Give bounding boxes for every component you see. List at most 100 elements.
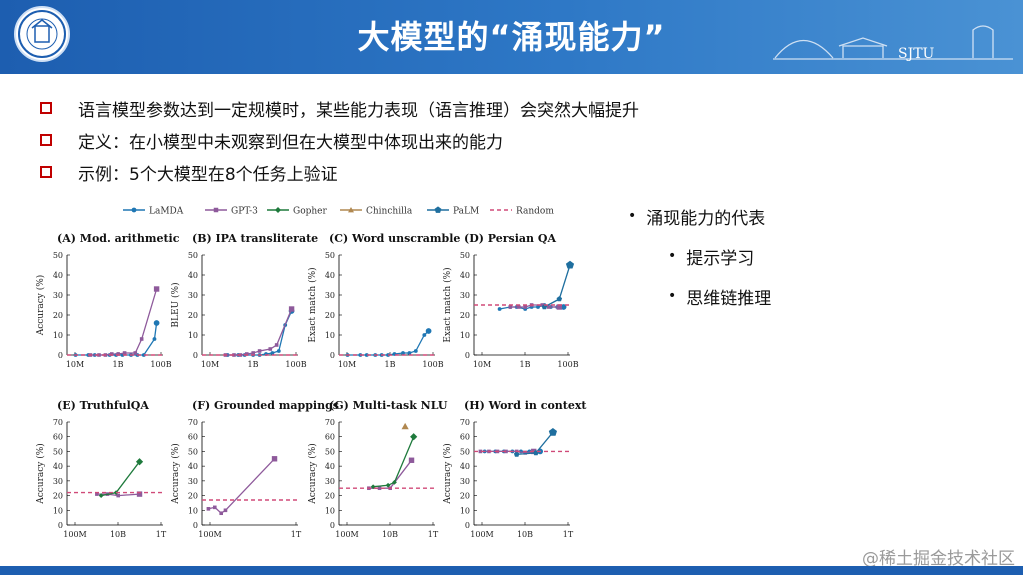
y-tick-label: 30 [460, 291, 470, 300]
data-point [407, 351, 412, 355]
chart-panel: (A) Mod. arithmetic 0 10 20 30 40 50 10M 1B 100B A… [35, 232, 180, 369]
x-tick-label: 1T [563, 530, 574, 539]
data-point [110, 352, 114, 356]
data-point [274, 343, 279, 347]
series-line [208, 458, 275, 515]
y-tick-label: 40 [460, 462, 470, 471]
data-point [223, 508, 228, 513]
series-line [96, 493, 140, 497]
data-point [133, 351, 138, 355]
x-tick-label: 1B [113, 360, 124, 369]
y-tick-label: 30 [188, 291, 198, 300]
data-point [523, 305, 527, 309]
bullet-item: 定义：在小模型中未观察到但在大模型中体现出来的能力 [40, 124, 639, 156]
y-tick-label: 20 [325, 492, 335, 501]
y-tick-label: 60 [460, 433, 470, 442]
legend-label: PaLM [453, 207, 479, 217]
legend-label: LaMDA [149, 207, 184, 217]
series-chinchilla [401, 422, 409, 430]
x-tick-label: 10M [66, 360, 84, 369]
panel-title: (B) IPA transliterate [192, 232, 318, 245]
y-tick-label: 50 [188, 447, 198, 456]
sjtu-mark: SJTU [898, 46, 935, 62]
x-tick-label: 100B [285, 360, 306, 369]
bullet-dot-icon: • [668, 288, 677, 304]
bullet-item: 示例：5个大模型在8个任务上验证 [40, 156, 639, 188]
slide-title: 大模型的“涌现能力” [357, 18, 666, 56]
data-point [213, 505, 217, 510]
data-point [116, 493, 120, 498]
legend-marker [348, 207, 354, 213]
data-point [513, 451, 520, 457]
series-gpt-3 [88, 286, 160, 357]
y-tick-label: 30 [325, 477, 335, 486]
emergence-figure: LaMDA GPT-3 Gopher Chinchilla PaLM Random (A) … [35, 206, 587, 539]
y-tick-label: 70 [460, 418, 470, 427]
y-tick-label: 30 [325, 291, 335, 300]
bullet-text: 语言模型参数达到一定规模时，某些能力表现（语言推理）会突然大幅提升 [78, 100, 639, 121]
y-tick-label: 70 [53, 418, 63, 427]
panel-title: (D) Persian QA [464, 232, 556, 245]
data-point [478, 449, 483, 454]
data-point [536, 305, 540, 309]
x-tick-label: 1T [291, 530, 302, 539]
series-line [90, 288, 158, 356]
checkbox-bullet-icon [40, 134, 52, 146]
chart-panel: (E) TruthfulQA 0 10 20 30 40 50 60 70 100M 10B 1T Ac… [35, 399, 167, 539]
y-tick-label: 40 [325, 271, 335, 280]
y-tick-label: 0 [465, 521, 470, 530]
x-tick-label: 100M [198, 530, 221, 539]
panel-title: (A) Mod. arithmetic [57, 232, 180, 245]
data-point [95, 492, 99, 496]
x-tick-label: 1B [520, 360, 531, 369]
y-tick-label: 20 [188, 311, 198, 320]
data-point [385, 482, 391, 488]
y-axis-label: Accuracy (%) [35, 275, 46, 337]
chart-legend: LaMDA GPT-3 Gopher Chinchilla PaLM Random [123, 206, 554, 217]
data-point [135, 458, 144, 466]
y-tick-label: 10 [325, 331, 335, 340]
y-tick-label: 70 [188, 418, 198, 427]
y-tick-label: 50 [188, 251, 198, 260]
y-axis-label: BLEU (%) [170, 282, 181, 327]
legend-label: GPT-3 [231, 207, 258, 217]
y-tick-label: 40 [188, 271, 198, 280]
x-tick-label: 100B [422, 360, 443, 369]
chart-panel: (C) Word unscramble 0 10 20 30 40 50 10M 1B 100B E… [307, 232, 460, 369]
x-tick-label: 1B [248, 360, 259, 369]
data-point [565, 260, 575, 269]
watermark: @稀土掘金技术社区 [862, 549, 1015, 569]
data-point [508, 305, 513, 309]
data-point [546, 305, 551, 309]
y-tick-label: 60 [325, 433, 335, 442]
x-tick-label: 100B [557, 360, 578, 369]
data-point [548, 428, 557, 436]
y-tick-label: 0 [58, 351, 63, 360]
series-palm [541, 260, 575, 310]
series-gpt-3 [206, 456, 278, 516]
bullet-text: 定义：在小模型中未观察到但在大模型中体现出来的能力 [78, 132, 503, 153]
y-tick-label: 40 [325, 462, 335, 471]
x-tick-label: 100B [150, 360, 171, 369]
y-tick-label: 50 [460, 447, 470, 456]
data-point [377, 486, 382, 491]
panel-title: (C) Word unscramble [329, 232, 460, 245]
series-line [225, 308, 293, 356]
x-tick-label: 10M [473, 360, 491, 369]
bullet-text: 示例：5个大模型在8个任务上验证 [78, 164, 338, 185]
y-tick-label: 10 [460, 331, 470, 340]
x-tick-label: 10B [382, 530, 398, 539]
y-tick-label: 20 [460, 492, 470, 501]
series-line [100, 461, 141, 497]
y-tick-label: 40 [53, 271, 63, 280]
data-point [116, 352, 120, 356]
y-tick-label: 70 [325, 418, 335, 427]
data-point [153, 286, 160, 292]
x-tick-label: 10B [110, 530, 126, 539]
data-point [139, 337, 144, 341]
y-tick-label: 40 [188, 462, 198, 471]
y-tick-label: 30 [188, 477, 198, 486]
data-point [364, 353, 369, 357]
x-tick-label: 100M [335, 530, 358, 539]
data-point [219, 511, 223, 516]
